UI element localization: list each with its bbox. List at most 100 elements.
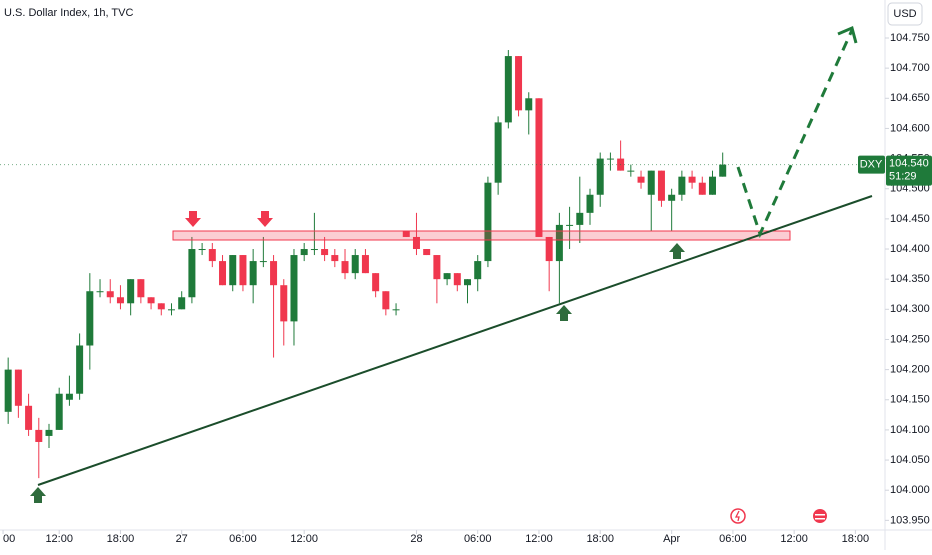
candle-body: [35, 429, 43, 442]
candle-body: [229, 255, 237, 286]
x-tick-label: 18:00: [842, 533, 870, 545]
price-countdown: 51:29: [889, 171, 917, 183]
candle-body: [96, 291, 104, 293]
candle-body: [423, 249, 431, 256]
candle-body: [678, 176, 686, 195]
candle-body: [484, 182, 492, 262]
candle-body: [719, 164, 727, 177]
event-flag-stripe: [815, 518, 825, 520]
candle-body: [382, 291, 390, 310]
y-tick-label: 104.000: [890, 484, 930, 496]
down-arrow: [257, 211, 273, 227]
candle-body: [494, 122, 502, 183]
price-tag-label: 104.540: [889, 158, 929, 170]
candle-body: [351, 255, 359, 274]
candle-body: [657, 170, 665, 201]
candle-body: [259, 261, 267, 263]
candle-body: [321, 249, 329, 256]
candle-body: [596, 158, 604, 195]
y-tick-label: 104.400: [890, 243, 930, 255]
x-tick-label: 12:00: [45, 533, 73, 545]
event-icon[interactable]: [730, 508, 746, 524]
candle-body: [65, 393, 73, 400]
candle-body: [55, 393, 63, 430]
y-tick-label: 104.200: [890, 364, 930, 376]
x-tick-label: 12:00: [290, 533, 318, 545]
candle-body: [698, 182, 706, 195]
candle-body: [433, 255, 441, 280]
trend-line: [37, 195, 873, 486]
candle-body: [208, 249, 216, 262]
candle-body: [331, 255, 339, 262]
up-arrow: [669, 243, 685, 259]
up-arrow: [30, 487, 46, 503]
candle-body: [300, 249, 308, 256]
candle-body: [606, 158, 614, 160]
candle-body: [361, 255, 369, 274]
candle-body: [270, 261, 278, 286]
candle-body: [157, 303, 165, 310]
resistance-zone: [172, 230, 791, 241]
currency-button[interactable]: [887, 2, 923, 26]
candle-body: [402, 230, 410, 237]
candle-body: [504, 56, 512, 123]
y-tick-label: 104.700: [890, 62, 930, 74]
candle-body: [372, 273, 380, 292]
candle-body: [310, 249, 318, 251]
candle-body: [412, 236, 420, 250]
candle-body: [4, 369, 12, 412]
candle-body: [239, 255, 247, 286]
candle-body: [280, 285, 288, 322]
x-tick-label: 28: [410, 533, 422, 545]
event-flag-icon[interactable]: [813, 509, 827, 523]
x-tick-label: 12:00: [780, 533, 808, 545]
candle-body: [249, 261, 257, 286]
y-tick-label: 104.600: [890, 122, 930, 134]
event-icon-bolt: [734, 510, 740, 522]
candle-body: [555, 224, 563, 262]
candle-body: [647, 170, 655, 195]
y-tick-label: 104.500: [890, 183, 930, 195]
candle-body: [576, 212, 584, 225]
candle-body: [76, 345, 84, 394]
x-tick-label: 18:00: [586, 533, 614, 545]
symbol-tag: [858, 155, 885, 174]
up-arrow: [556, 305, 572, 321]
x-tick-label: 06:00: [719, 533, 747, 545]
event-flag-stripe: [815, 514, 825, 516]
candle-body: [116, 297, 124, 304]
x-tick-label: 12:00: [525, 533, 553, 545]
candle-body: [453, 273, 461, 286]
y-tick-label: 104.750: [890, 32, 930, 44]
candle-body: [188, 249, 196, 298]
candle-body: [147, 297, 155, 304]
candle-body: [127, 279, 135, 304]
y-tick-label: 104.150: [890, 394, 930, 406]
x-tick-label: 06:00: [464, 533, 492, 545]
price-tag: [886, 155, 932, 186]
chart-title: U.S. Dollar Index, 1h, TVC: [4, 7, 133, 19]
candle-body: [178, 297, 186, 310]
candle-body: [392, 309, 400, 311]
projection-arrowhead: [837, 25, 858, 44]
projection-path: [736, 29, 854, 239]
candles: [4, 50, 727, 479]
candle-body: [525, 98, 533, 111]
candle-body: [668, 194, 676, 201]
candle-body: [198, 249, 206, 251]
y-tick-label: 104.650: [890, 92, 930, 104]
candle-body: [566, 224, 574, 226]
y-tick-label: 104.300: [890, 303, 930, 315]
candle-body: [14, 369, 22, 406]
x-tick-label: 18:00: [107, 533, 135, 545]
y-tick-label: 104.050: [890, 454, 930, 466]
x-tick-label: 00: [3, 533, 15, 545]
candle-body: [708, 176, 716, 195]
y-tick-label: 104.250: [890, 333, 930, 345]
currency-label[interactable]: USD: [893, 8, 916, 20]
x-tick-label: 27: [176, 533, 188, 545]
candle-body: [627, 170, 635, 172]
candle-body: [219, 261, 227, 286]
down-arrow: [185, 211, 201, 227]
